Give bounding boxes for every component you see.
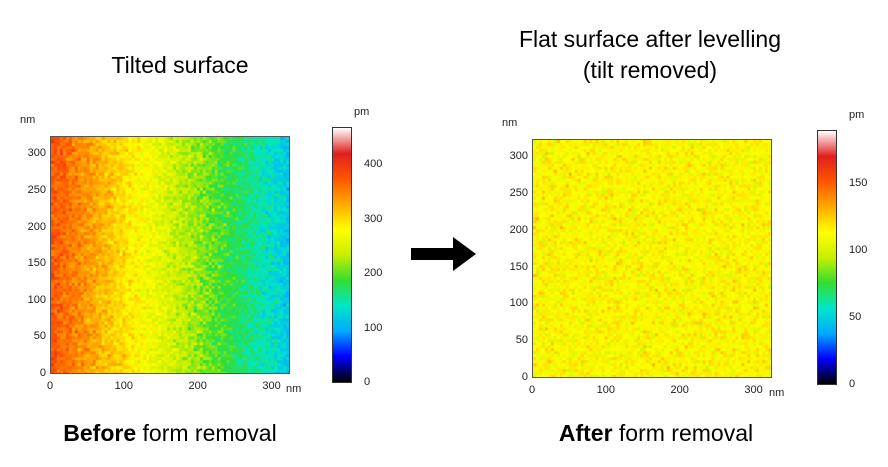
right-x-tick-200: 200 (670, 384, 689, 396)
left-title: Tilted surface (111, 52, 249, 78)
left-colorbar-tick-200: 200 (364, 267, 383, 280)
right-y-tick-200: 200 (509, 223, 528, 236)
left-y-tick-250: 250 (27, 183, 46, 196)
left-y-tick-150: 150 (27, 257, 46, 270)
left-x-tick-100: 100 (114, 380, 134, 392)
left-y-tick-0: 0 (39, 367, 46, 379)
left-y-tick-200: 200 (27, 220, 46, 233)
left-colorbar-unit: pm (354, 106, 370, 118)
left-x-tick-300: 300 (262, 380, 281, 392)
right-caption: After form removal (516, 420, 796, 447)
right-y-unit: nm (502, 117, 518, 129)
right-arrow-icon (411, 237, 476, 271)
right-title-line1: Flat surface after levelling (518, 26, 782, 52)
right-y-tick-250: 250 (509, 187, 528, 200)
left-caption-rest: form removal (136, 420, 277, 446)
right-colorbar-unit: pm (849, 109, 865, 121)
right-y-tick-50: 50 (515, 334, 528, 347)
right-caption-rest: form removal (612, 420, 754, 446)
right-x-unit: nm (769, 387, 785, 399)
left-caption: Before form removal (30, 420, 310, 447)
right-colorbar-tick-50: 50 (849, 310, 862, 323)
left-colorbar-tick-100: 100 (364, 321, 383, 334)
left-colorbar (332, 127, 352, 383)
right-x-tick-100: 100 (596, 384, 616, 396)
right-caption-bold: After (558, 420, 613, 446)
right-colorbar-tick-150: 150 (849, 176, 868, 189)
tilted-surface-map (50, 136, 290, 374)
right-title-line2: (tilt removed) (582, 57, 718, 83)
left-colorbar-tick-300: 300 (364, 212, 383, 225)
left-x-tick-0: 0 (46, 380, 54, 392)
left-y-tick-300: 300 (27, 147, 46, 160)
levelled-surface-map (532, 139, 772, 378)
right-x-tick-0: 0 (528, 384, 536, 396)
right-colorbar (817, 130, 837, 385)
right-y-tick-300: 300 (509, 150, 528, 163)
right-x-tick-300: 300 (744, 384, 763, 396)
left-y-unit: nm (20, 114, 36, 126)
right-colorbar-tick-100: 100 (849, 243, 868, 256)
right-y-tick-150: 150 (509, 260, 528, 273)
right-y-tick-100: 100 (509, 297, 528, 310)
left-y-tick-100: 100 (27, 293, 46, 306)
left-x-tick-200: 200 (188, 380, 207, 392)
left-colorbar-tick-0: 0 (364, 376, 371, 388)
right-colorbar-tick-0: 0 (849, 378, 856, 390)
left-x-unit: nm (286, 383, 302, 395)
right-y-tick-0: 0 (521, 371, 528, 383)
right-title: Flat surface after levelling (tilt remov… (480, 24, 820, 86)
left-caption-bold: Before (63, 420, 137, 446)
left-y-tick-50: 50 (33, 330, 46, 343)
left-colorbar-tick-400: 400 (364, 158, 383, 171)
